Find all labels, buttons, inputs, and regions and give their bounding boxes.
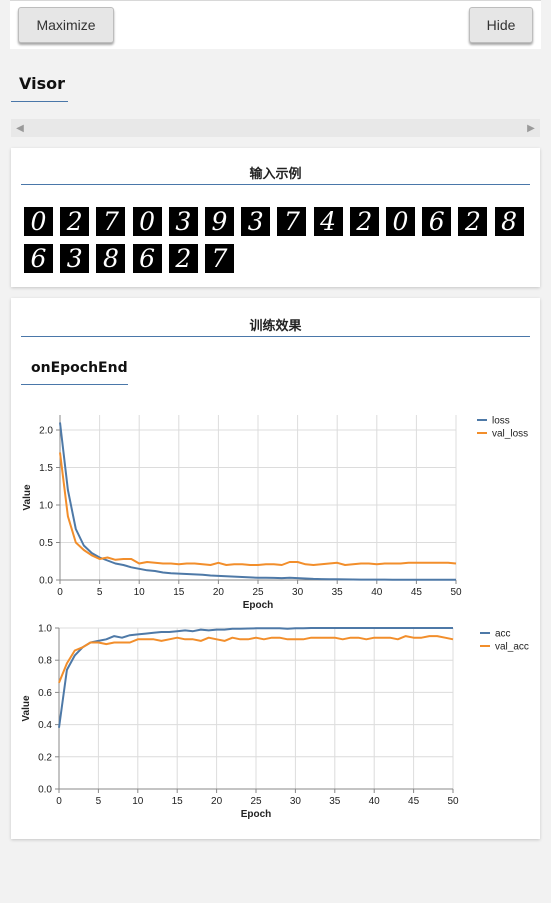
y-axis-title: Value <box>21 695 32 722</box>
digit-image: 2 <box>168 244 198 273</box>
y-tick-label: 0.0 <box>39 576 53 587</box>
digit-image: 3 <box>168 207 198 236</box>
x-tick-label: 40 <box>371 587 383 598</box>
x-tick-label: 50 <box>447 796 459 807</box>
on-epoch-end-underline <box>21 384 128 385</box>
x-tick-label: 35 <box>329 796 341 807</box>
x-tick-label: 5 <box>96 796 102 807</box>
input-samples-divider <box>21 184 530 185</box>
digit-image: 9 <box>205 207 234 236</box>
digit-image: 2 <box>349 207 379 236</box>
scroll-right-icon[interactable]: ▶ <box>527 122 535 134</box>
series-line-val_acc <box>58 635 454 684</box>
digit-image: 3 <box>60 244 90 273</box>
accuracy-line-chart: 0 5 10 15 20 25 30 35 40 45 50 0.0 0.2 0.4 0.6 0.8 1.0 Ep… <box>21 624 529 821</box>
x-tick-label: 30 <box>290 796 302 807</box>
x-axis-title: Epoch <box>243 600 274 611</box>
digit-image: 6 <box>132 244 162 273</box>
legend-label-val_loss: val_loss <box>492 429 528 440</box>
y-tick-label: 1.0 <box>38 624 52 635</box>
digit-image: 7 <box>96 207 126 236</box>
x-tick-label: 45 <box>408 796 420 807</box>
digit-image: 3 <box>241 207 271 236</box>
y-tick-label: 0.4 <box>38 720 52 731</box>
training-effect-divider <box>21 336 530 337</box>
on-epoch-end-title: onEpochEnd <box>31 360 128 376</box>
x-tick-label: 10 <box>132 796 144 807</box>
digit-image: 8 <box>494 207 524 236</box>
x-tick-label: 15 <box>173 587 185 598</box>
y-tick-label: 0.6 <box>38 688 52 699</box>
loss-line-chart: 0 5 10 15 20 25 30 35 40 45 50 0.0 0.5 1.0 1.5 2.0 Epoch… <box>22 415 528 611</box>
y-tick-label: 1.5 <box>39 463 53 474</box>
horizontal-scrollbar[interactable]: ◀ ▶ <box>11 119 540 137</box>
legend-label-loss: loss <box>492 416 510 427</box>
x-tick-label: 15 <box>172 796 184 807</box>
x-tick-label: 0 <box>57 587 63 598</box>
y-tick-label: 2.0 <box>39 426 53 437</box>
digit-image: 0 <box>386 207 415 236</box>
digit-image: 2 <box>60 207 90 236</box>
digit-image: 6 <box>24 244 53 273</box>
digit-image: 2 <box>458 207 488 236</box>
y-axis-title: Value <box>22 484 33 511</box>
legend-label-acc: acc <box>495 629 511 640</box>
x-tick-label: 30 <box>292 587 304 598</box>
x-axis-title: Epoch <box>241 809 272 820</box>
x-tick-label: 25 <box>252 587 264 598</box>
y-tick-label: 0.2 <box>38 752 52 763</box>
x-tick-label: 0 <box>56 796 62 807</box>
x-tick-label: 5 <box>97 587 103 598</box>
x-tick-label: 45 <box>411 587 423 598</box>
digit-image: 7 <box>205 244 234 273</box>
x-tick-label: 20 <box>213 587 225 598</box>
digit-image: 0 <box>132 207 162 236</box>
y-tick-label: 1.0 <box>39 501 53 512</box>
hide-button[interactable]: Hide <box>469 7 533 43</box>
digit-image: 7 <box>277 207 307 236</box>
series-line-val_loss <box>59 452 457 566</box>
x-tick-label: 10 <box>134 587 146 598</box>
x-tick-label: 40 <box>369 796 381 807</box>
x-tick-label: 20 <box>211 796 223 807</box>
y-tick-label: 0.8 <box>38 656 52 667</box>
digit-image: 4 <box>313 207 343 236</box>
y-tick-label: 0.5 <box>39 538 53 549</box>
x-tick-label: 35 <box>332 587 344 598</box>
x-tick-label: 25 <box>250 796 262 807</box>
training-effect-card: 训练效果 onEpochEnd 0 5 10 15 20 25 30 35 40 45 50 0.0 0… <box>11 298 540 839</box>
scroll-left-icon[interactable]: ◀ <box>16 122 24 134</box>
maximize-button[interactable]: Maximize <box>18 7 114 43</box>
digit-image: 8 <box>96 244 126 273</box>
digit-image: 6 <box>422 207 452 236</box>
training-effect-title: 训练效果 <box>249 319 302 334</box>
y-tick-label: 0.0 <box>38 785 52 796</box>
visor-tab-underline <box>11 101 68 102</box>
series-line-loss <box>59 422 456 581</box>
legend-label-val_acc: val_acc <box>495 642 529 653</box>
input-samples-title: 输入示例 <box>249 167 302 182</box>
top-toolbar: Maximize Hide <box>10 0 541 49</box>
series-line-acc <box>58 627 453 728</box>
digit-image: 0 <box>24 207 53 236</box>
x-tick-label: 50 <box>450 587 462 598</box>
visor-tab-title[interactable]: Visor <box>19 74 65 93</box>
